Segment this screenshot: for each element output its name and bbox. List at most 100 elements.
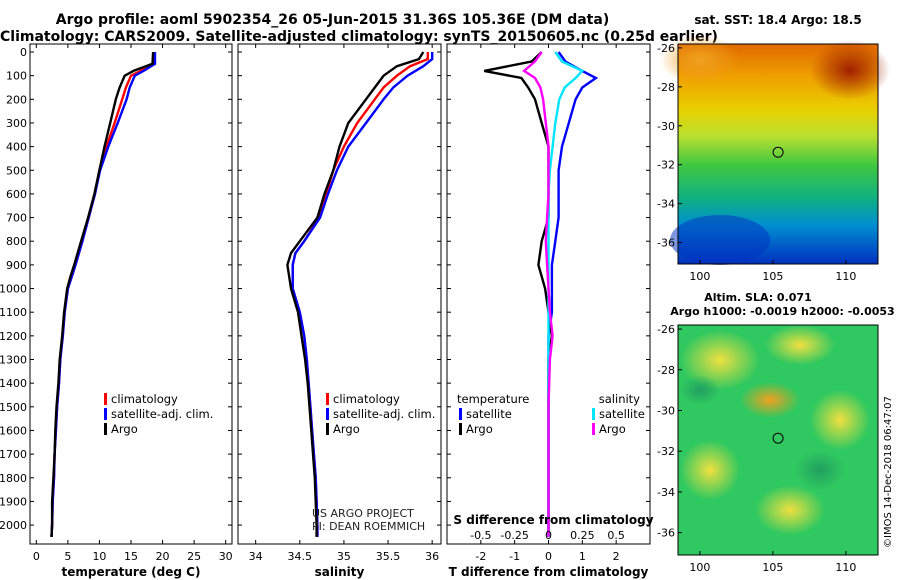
credit-text: ©IMOS 14-Dec-2018 06:47:07 <box>883 396 894 548</box>
map-x-tick-label: 105 <box>762 561 783 574</box>
s-tick-label: -0.25 <box>500 529 528 542</box>
s-tick-label: -0.5 <box>470 529 491 542</box>
sla-argo-location-marker <box>772 432 784 444</box>
map-y-tick-label: -32 <box>657 159 675 172</box>
series-line-argo <box>286 51 425 537</box>
sst-map-title: sat. SST: 18.4 Argo: 18.5 <box>694 13 862 27</box>
map-x-tick-label: 100 <box>689 270 710 283</box>
y-tick-label: 600 <box>6 188 27 201</box>
x-axis-label: salinity <box>315 565 365 579</box>
legend-label: satellite-adj. clim. <box>111 407 213 421</box>
x-tick-label: 1 <box>579 550 586 563</box>
map-y-tick-label: -26 <box>657 323 675 336</box>
legend-label: satellite-adj. clim. <box>333 407 435 421</box>
x-tick-label: 30 <box>219 550 233 563</box>
x-tick-label: 0 <box>33 550 40 563</box>
temperature-panel <box>29 43 233 545</box>
legend-swatch <box>104 408 107 420</box>
sla-map-title-1: Altim. SLA: 0.071 <box>704 291 812 304</box>
map-x-tick-label: 105 <box>762 270 783 283</box>
y-tick-label: 200 <box>6 93 27 106</box>
salinity-panel <box>237 43 442 545</box>
x-tick-label: 34.5 <box>288 550 313 563</box>
y-tick-label: 1900 <box>0 495 27 508</box>
s-difference-label: S difference from climatology <box>453 513 653 527</box>
legend-swatch <box>459 408 462 420</box>
y-tick-label: 400 <box>6 141 27 154</box>
map-y-tick-label: -36 <box>657 527 675 540</box>
legend-title-salinity: salinity <box>599 392 640 406</box>
s-tick-label: 0.25 <box>570 529 595 542</box>
legend-swatch <box>104 423 107 435</box>
x-tick-label: 20 <box>156 550 170 563</box>
legend-swatch <box>326 423 329 435</box>
sst-argo-location-marker <box>772 146 784 158</box>
x-tick-label: 5 <box>64 550 71 563</box>
x-tick-label: 36 <box>425 550 439 563</box>
map-x-tick-label: 100 <box>689 561 710 574</box>
title-line-2: Climatology: CARS2009. Satellite-adjuste… <box>0 29 718 45</box>
series-line-s-satellite <box>547 51 585 537</box>
x-axis-label: T difference from climatology <box>449 565 649 579</box>
legend-swatch <box>592 408 595 420</box>
map-y-tick-label: -36 <box>657 237 675 250</box>
sst-map <box>660 35 890 265</box>
legend-label: Argo <box>599 422 626 436</box>
map-y-tick-label: -28 <box>657 364 675 377</box>
y-tick-label: 1500 <box>0 401 27 414</box>
x-tick-label: -1 <box>509 550 520 563</box>
map-y-tick-label: -26 <box>657 42 675 55</box>
x-tick-label: -2 <box>475 550 486 563</box>
map-y-tick-label: -30 <box>657 120 675 133</box>
legend-label: Argo <box>466 422 493 436</box>
map-x-tick-label: 110 <box>835 270 856 283</box>
x-axis-label: temperature (deg C) <box>62 565 201 579</box>
y-tick-label: 2000 <box>0 519 27 532</box>
y-tick-label: 0 <box>20 46 27 59</box>
legend-label: satellite <box>599 407 645 421</box>
legend-label: Argo <box>333 422 360 436</box>
series-line-argo <box>50 51 155 537</box>
x-tick-label: 0 <box>545 550 552 563</box>
legend-swatch <box>592 423 595 435</box>
y-tick-label: 300 <box>6 117 27 130</box>
series-line-t-argo <box>483 51 554 537</box>
legend-swatch <box>326 408 329 420</box>
x-tick-label: 10 <box>92 550 106 563</box>
legend-swatch <box>459 423 462 435</box>
legend-label: Argo <box>111 422 138 436</box>
map-y-tick-label: -34 <box>657 198 675 211</box>
sla-map-title-2: Argo h1000: -0.0019 h2000: -0.0053 <box>670 305 895 318</box>
y-tick-label: 1600 <box>0 424 27 437</box>
x-tick-label: 15 <box>124 550 138 563</box>
series-line-s-argo <box>522 51 554 537</box>
map-y-tick-label: -34 <box>657 486 675 499</box>
legend-swatch <box>326 393 329 405</box>
map-y-tick-label: -30 <box>657 404 675 417</box>
x-tick-label: 35 <box>337 550 351 563</box>
y-tick-label: 800 <box>6 235 27 248</box>
legend-swatch <box>104 393 107 405</box>
x-tick-label: 2 <box>613 550 620 563</box>
title-line-1: Argo profile: aoml 5902354_26 05-Jun-201… <box>55 12 610 28</box>
map-y-tick-label: -28 <box>657 81 675 94</box>
s-tick-label: 0 <box>545 529 552 542</box>
y-tick-label: 1400 <box>0 377 27 390</box>
sla-map <box>677 324 879 556</box>
map-y-tick-label: -32 <box>657 445 675 458</box>
legend-title-temperature: temperature <box>457 392 529 406</box>
legend-label: climatology <box>111 392 178 406</box>
y-tick-label: 1100 <box>0 306 27 319</box>
y-tick-label: 500 <box>6 164 27 177</box>
y-tick-label: 900 <box>6 259 27 272</box>
y-tick-label: 1000 <box>0 283 27 296</box>
y-tick-label: 1300 <box>0 354 27 367</box>
x-tick-label: 25 <box>187 550 201 563</box>
annotation-text: PI: DEAN ROEMMICH <box>312 520 425 533</box>
y-tick-label: 700 <box>6 212 27 225</box>
legend-label: satellite <box>466 407 512 421</box>
legend-label: climatology <box>333 392 400 406</box>
annotation-text: US ARGO PROJECT <box>312 507 414 520</box>
map-x-tick-label: 110 <box>835 561 856 574</box>
